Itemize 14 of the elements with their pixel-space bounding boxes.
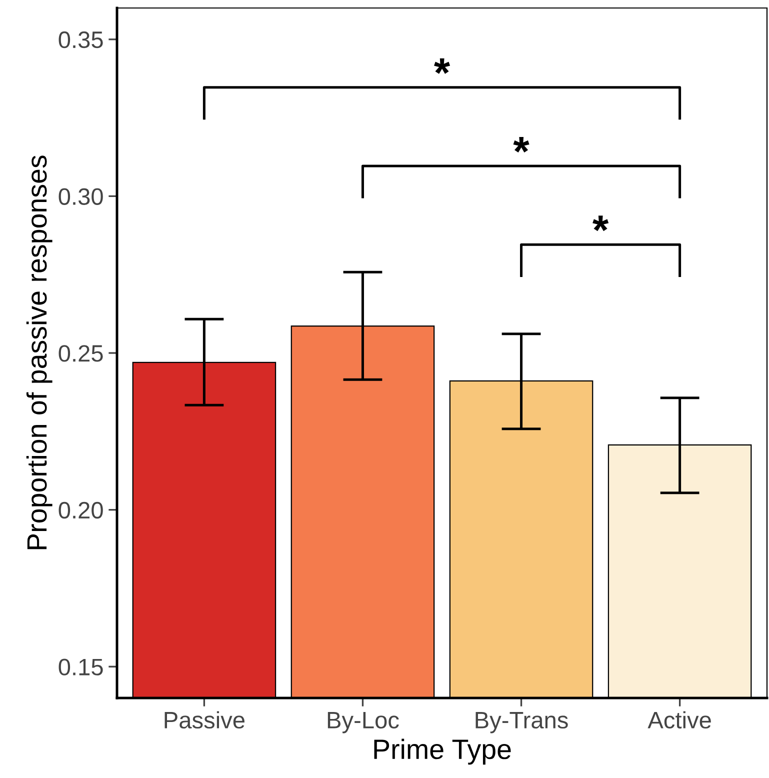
x-tick-label: By-Trans [476, 712, 568, 734]
y-tick-label: 0.15 [58, 658, 103, 676]
x-axis-title: Prime Type [374, 738, 511, 765]
y-tick-label: 0.25 [58, 345, 103, 362]
y-tick-label: 0.30 [58, 188, 103, 205]
y-tick-label: 0.35 [58, 31, 103, 48]
annotation: * [434, 58, 450, 74]
annotation: * [592, 216, 609, 232]
x-tick-label: By-Loc [328, 712, 399, 734]
y-axis-title: Proportion of passive responses [26, 156, 52, 550]
x-tick-label: Passive [164, 711, 244, 729]
annotation: * [513, 136, 530, 152]
x-tick-label: Active [648, 711, 711, 729]
y-tick-label: 0.20 [58, 502, 103, 519]
